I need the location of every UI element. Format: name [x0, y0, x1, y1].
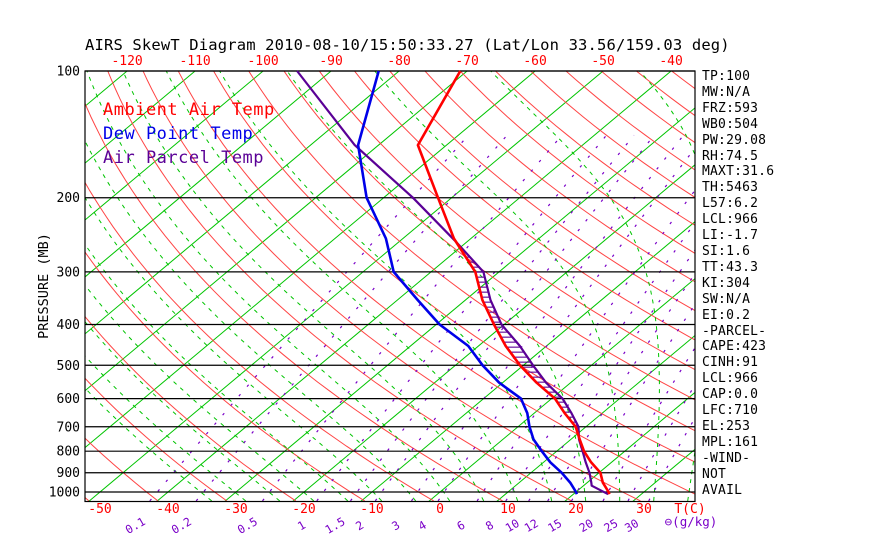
stat-line: PW:29.08	[702, 132, 767, 148]
axis-label: 30	[622, 516, 641, 535]
stat-line: SI:1.6	[702, 243, 751, 259]
axis-label: -120	[111, 54, 142, 69]
legend-ambient-air-temp: Ambient Air Temp	[103, 100, 275, 120]
axis-label: 30	[636, 502, 652, 517]
chart-title: AIRS SkewT Diagram 2010-08-10/15:50:33.2…	[85, 36, 730, 54]
stat-line: MW:N/A	[702, 84, 751, 100]
axis-label: T(C)	[674, 502, 705, 517]
axis-label: 500	[57, 359, 80, 374]
stats-panel: TP:100 MW:N/A FRZ:593 WB0:504 PW:29.08 RH:74.…	[702, 69, 868, 498]
axis-label: -40	[156, 502, 179, 517]
stat-line: LCL:966	[702, 212, 759, 228]
axis-label: 0.2	[169, 514, 194, 537]
axis-label: 0.5	[235, 514, 260, 537]
axis-label: -20	[292, 502, 315, 517]
axis-label: -40	[659, 54, 682, 69]
axis-label: 400	[57, 318, 80, 333]
axis-label: 900	[57, 466, 80, 481]
axis-label: 0	[436, 502, 444, 517]
ambient-temp-curve	[416, 70, 611, 495]
axis-label: 25	[601, 516, 620, 535]
axis-label: 600	[57, 392, 80, 407]
axis-label: 10	[503, 516, 522, 535]
legend: Ambient Air Temp Dew Point Temp Air Parc…	[103, 100, 275, 172]
stat-line: LFC:710	[702, 403, 759, 419]
stat-line: -PARCEL-	[702, 323, 767, 339]
legend-dew-point-temp: Dew Point Temp	[103, 124, 254, 144]
stat-line: L57:6.2	[702, 196, 759, 212]
stat-line: EI:0.2	[702, 307, 751, 323]
axis-label: -110	[179, 54, 210, 69]
stat-line: CAPE:423	[702, 339, 767, 355]
background-lines	[85, 71, 695, 502]
axis-label: 800	[57, 445, 80, 460]
stat-line: EL:253	[702, 418, 751, 434]
axis-label: 1.5	[323, 514, 348, 537]
axis-label: 15	[545, 516, 564, 535]
stat-line: MAXT:31.6	[702, 164, 775, 180]
axis-label: 0.1	[123, 514, 148, 537]
axis-label: 2	[353, 518, 366, 534]
axis-label: -60	[523, 54, 546, 69]
axis-label: -100	[247, 54, 278, 69]
stat-line: NOT	[702, 466, 727, 482]
stat-line: TH:5463	[702, 180, 759, 196]
axis-label: 1000	[49, 486, 80, 501]
stat-line: CINH:91	[702, 355, 759, 371]
stat-line: -WIND-	[702, 450, 751, 466]
stat-line: CAP:0.0	[702, 387, 759, 403]
axis-label: 300	[57, 265, 80, 280]
axis-label: 10	[500, 502, 516, 517]
axis-label: -50	[591, 54, 614, 69]
axis-label: 12	[522, 516, 541, 535]
axis-label: 20	[577, 516, 596, 535]
axis-label: 6	[454, 518, 467, 534]
axis-label: PRESSURE (MB)	[36, 233, 52, 339]
axis-label: 1	[295, 518, 308, 534]
stat-line: SW:N/A	[702, 291, 751, 307]
stat-line: LI:-1.7	[702, 228, 759, 244]
axis-label: -30	[224, 502, 247, 517]
dewpoint-curve	[356, 70, 579, 495]
stat-line: AVAIL	[702, 482, 743, 498]
stat-line: FRZ:593	[702, 100, 759, 116]
axis-label: 8	[483, 518, 496, 534]
axis-label: -90	[319, 54, 342, 69]
axis-label: 3	[389, 518, 402, 534]
stat-line: KI:304	[702, 275, 751, 291]
stat-line: TT:43.3	[702, 259, 759, 275]
axis-label: ⊖(g/kg)	[665, 514, 718, 529]
axis-label: 100	[57, 65, 80, 80]
parcel-temp-curve	[296, 70, 609, 496]
legend-air-parcel-temp: Air Parcel Temp	[103, 148, 265, 168]
stat-line: MPL:161	[702, 434, 759, 450]
stat-line: RH:74.5	[702, 148, 759, 164]
plot-frame	[84, 70, 696, 503]
axis-label: -50	[88, 502, 111, 517]
axis-label: -80	[387, 54, 410, 69]
stat-line: TP:100	[702, 69, 751, 84]
axis-label: 20	[568, 502, 584, 517]
stat-line: LCL:966	[702, 371, 759, 387]
stat-line: WB0:504	[702, 116, 759, 132]
axis-label: 200	[57, 191, 80, 206]
axis-label: -70	[455, 54, 478, 69]
axis-label: 4	[416, 518, 429, 534]
axis-label: 700	[57, 420, 80, 435]
axis-label: -10	[360, 502, 383, 517]
